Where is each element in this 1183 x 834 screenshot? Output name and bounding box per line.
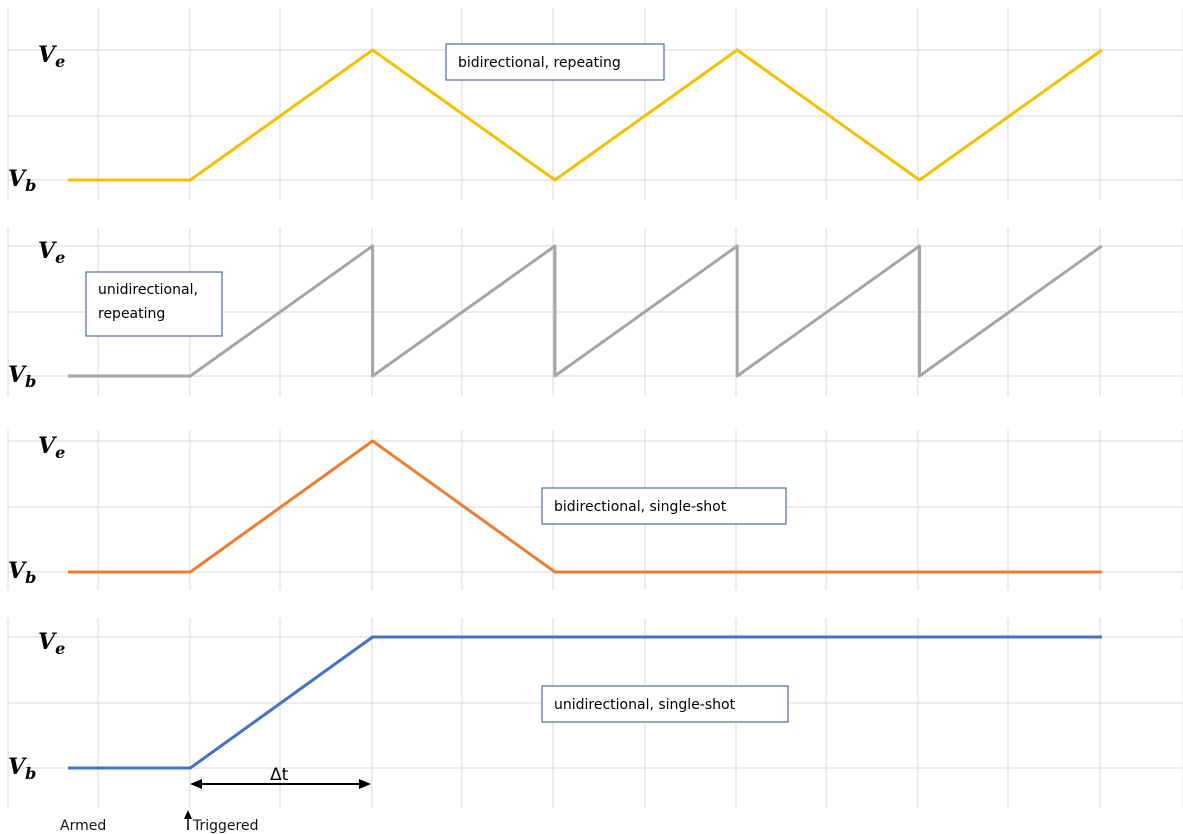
waveform-unidirectional-repeating — [68, 244, 1103, 378]
mode-label-box — [445, 43, 665, 81]
delta-t-arrow-icon — [190, 779, 371, 789]
mode-label-text: bidirectional, single-shot — [554, 499, 727, 515]
armed-label: Armed — [60, 818, 106, 834]
mode-label-text: repeating — [98, 306, 165, 322]
waveform-bidirectional-repeating — [68, 48, 1103, 182]
panel-bidirectional-repeating: Ve Vb bidirectional, repeating — [8, 42, 1103, 195]
mode-label-text: bidirectional, repeating — [458, 55, 621, 71]
v-e-label: Ve — [38, 42, 65, 71]
mode-label-box — [541, 685, 789, 723]
waveform-bidirectional-single-shot — [68, 439, 1102, 574]
mode-label-text: unidirectional, single-shot — [554, 697, 736, 713]
triggered-arrow-icon — [184, 810, 192, 830]
panel-bidirectional-single-shot: Ve Vb bidirectional, single-shot — [8, 433, 1102, 587]
panels: Ve Vb bidirectional, repeating Ve Vb unidirec… — [8, 42, 1103, 783]
v-b-label: Vb — [8, 558, 36, 587]
panel-unidirectional-single-shot: Ve Vb unidirectional, single-shot — [8, 629, 1102, 783]
v-b-label: Vb — [8, 362, 36, 391]
v-e-label: Ve — [38, 433, 65, 462]
v-e-label: Ve — [38, 238, 65, 267]
v-b-label: Vb — [8, 166, 36, 195]
waveform-unidirectional-single-shot — [68, 635, 1102, 770]
delta-t-label: Δt — [270, 765, 289, 785]
v-b-label: Vb — [8, 754, 36, 783]
v-e-label: Ve — [38, 629, 65, 658]
triggered-label: Triggered — [192, 818, 258, 834]
mode-label-box — [85, 271, 223, 337]
annotations: Armed Triggered Δt — [60, 765, 371, 834]
panel-unidirectional-repeating: Ve Vb unidirectional, repeating — [8, 238, 1103, 391]
mode-label-text: unidirectional, — [98, 282, 198, 298]
mode-label-box — [541, 487, 787, 525]
